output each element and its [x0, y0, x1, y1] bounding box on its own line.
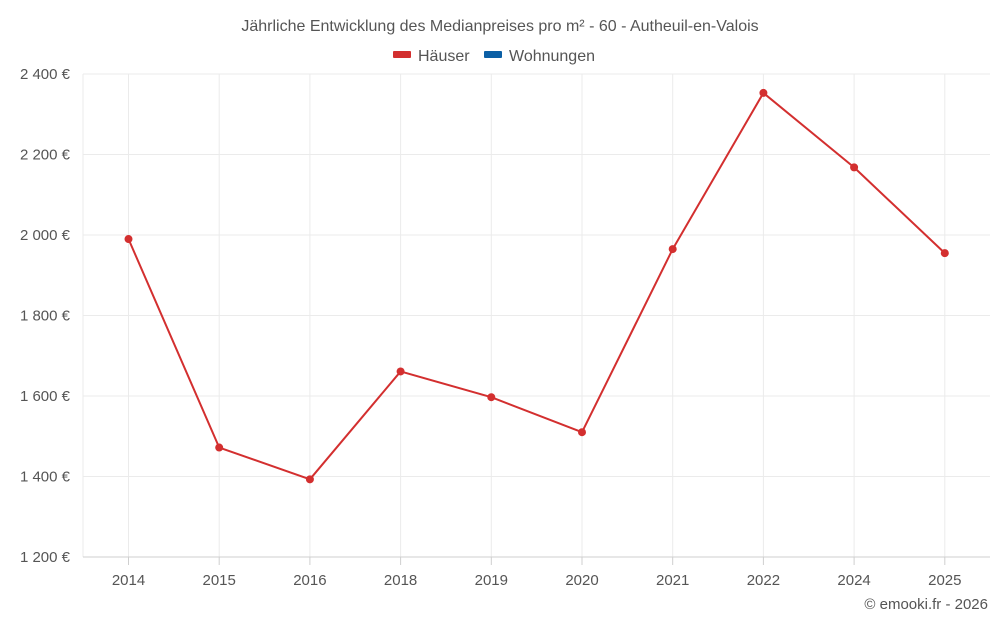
legend-label-haeuser: Häuser — [418, 48, 470, 65]
data-point-haeuser[interactable] — [850, 163, 859, 172]
legend-label-wohnungen: Wohnungen — [509, 48, 595, 65]
legend: Häuser Wohnungen — [393, 48, 595, 65]
x-tick-label: 2021 — [656, 572, 689, 589]
y-tick-label: 2 000 € — [20, 227, 71, 244]
y-tick-label: 2 200 € — [20, 147, 71, 164]
x-tick-label: 2024 — [837, 572, 870, 589]
y-axis-ticks: 1 200 € 1 400 € 1 600 € 1 800 € 2 000 € 2 200… — [20, 66, 71, 566]
x-tick-label: 2019 — [475, 572, 508, 589]
x-tick-label: 2022 — [747, 572, 780, 589]
x-tick-label: 2025 — [928, 572, 961, 589]
x-tick-label: 2020 — [565, 572, 598, 589]
x-tick-label: 2016 — [293, 572, 326, 589]
data-point-haeuser[interactable] — [124, 235, 133, 244]
data-point-haeuser[interactable] — [759, 88, 768, 97]
x-tick-label: 2015 — [203, 572, 236, 589]
y-tick-label: 2 400 € — [20, 66, 71, 83]
y-tick-label: 1 600 € — [20, 388, 71, 405]
data-point-haeuser[interactable] — [396, 367, 405, 376]
series-haeuser — [124, 88, 949, 484]
credit-text: © emooki.fr - 2026 — [864, 596, 988, 613]
series-line-haeuser — [127, 91, 946, 481]
data-point-haeuser[interactable] — [578, 428, 586, 437]
legend-item-wohnungen[interactable]: Wohnungen — [484, 48, 595, 65]
data-point-haeuser[interactable] — [487, 393, 496, 402]
x-tick-label: 2014 — [112, 572, 145, 589]
data-point-haeuser[interactable] — [215, 443, 224, 452]
x-tick-label: 2018 — [384, 572, 417, 589]
legend-item-haeuser[interactable]: Häuser — [393, 48, 470, 65]
y-tick-label: 1 400 € — [20, 469, 71, 486]
legend-swatch-wohnungen — [484, 51, 502, 58]
legend-swatch-haeuser — [393, 51, 411, 58]
chart-title: Jährliche Entwicklung des Medianpreises … — [241, 18, 758, 35]
data-point-haeuser[interactable] — [940, 249, 949, 258]
x-axis-ticks: 2014 2015 2016 2018 2019 2020 2021 2022 2024 2025 — [112, 557, 961, 589]
data-point-haeuser[interactable] — [305, 475, 314, 484]
y-tick-label: 1 200 € — [20, 549, 71, 566]
data-point-haeuser[interactable] — [668, 245, 677, 254]
y-tick-label: 1 800 € — [20, 308, 71, 325]
y-gridlines — [83, 73, 990, 477]
